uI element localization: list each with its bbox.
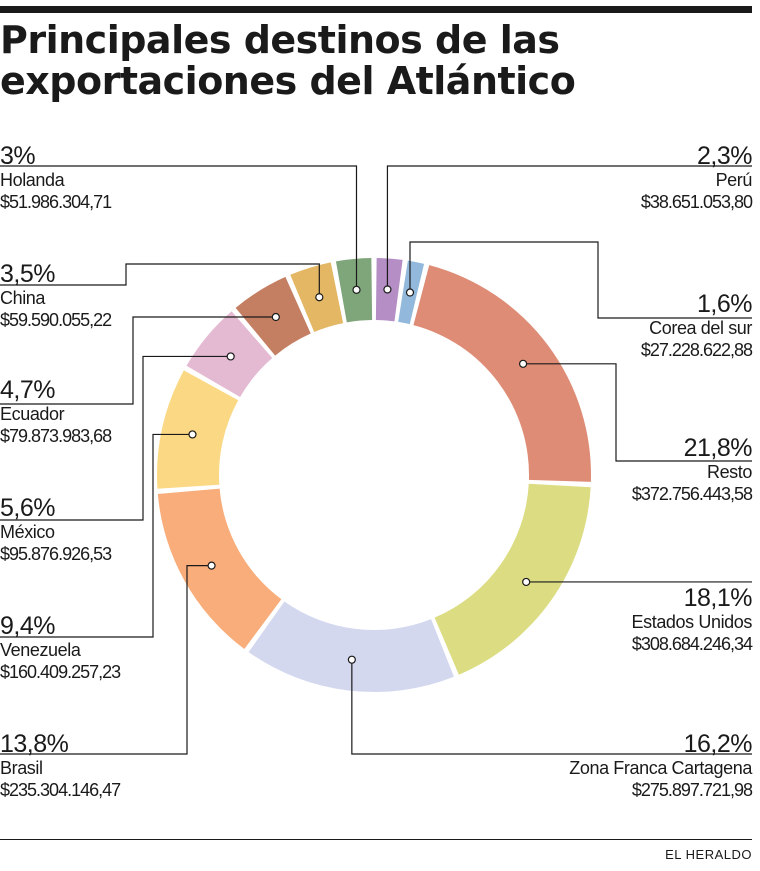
label-peru: 2,3% Perú $38.651.053,80 [492,142,753,213]
leader-line-ecuador [0,316,276,405]
country-label: Zona Franca Cartagena [569,758,752,778]
label-ecuador: 4,7% Ecuador $79.873.983,68 [0,377,260,447]
amount-label: $308.684.246,34 [631,634,753,654]
marker-zona-franca-cartagena [347,655,356,664]
leader-line-venezuela [0,433,193,638]
slice-resto [413,265,591,482]
marker-brasil [207,561,216,570]
amount-label: $27.228.622,88 [640,340,753,360]
chart-title: Principales destinos de las exportacione… [0,18,576,103]
amount-label: $160.409.257,23 [0,662,121,682]
bottom-rule [0,839,752,840]
label-estados-unidos: 18,1% Estados Unidos $308.684.246,34 [492,584,753,655]
label-china: 3,5% China $59.590.055,22 [0,261,260,331]
marker-estados-unidos [522,577,531,587]
percent-label: 2,3% [697,142,752,170]
percent-label: 3,5% [0,260,55,288]
percent-label: 5,6% [0,494,55,522]
leader-line-holanda [0,165,358,290]
marker-resto [518,359,528,368]
label-mexico: 5,6% México $95.876.926,53 [0,495,260,565]
amount-label: $51.986.304,71 [0,192,112,212]
percent-label: 4,7% [0,376,55,404]
leader-line-china [0,263,320,298]
country-label: China [0,288,46,308]
marker-peru [383,285,392,294]
top-rule [0,6,752,13]
marker-holanda [352,285,361,294]
percent-label: 1,6% [697,290,752,318]
marker-ecuador [271,312,280,322]
leader-line-brasil [0,565,212,755]
leader-line-mexico [0,355,231,521]
label-zona-franca: 16,2% Zona Franca Cartagena $275.897.721… [492,730,753,801]
percent-label: 18,1% [683,584,753,612]
amount-label: $79.873.983,68 [0,426,112,446]
amount-label: $235.304.146,47 [0,780,121,800]
country-label: México [0,522,55,542]
label-venezuela: 9,4% Venezuela $160.409.257,23 [0,613,260,683]
source-credit: EL HERALDO [665,847,752,862]
leader-line-zona-franca-cartagena [351,659,752,755]
label-holanda: 3% Holanda $51.986.304,71 [0,143,260,213]
country-label: Brasil [0,758,43,778]
country-label: Perú [715,170,753,190]
amount-label: $275.897.721,98 [631,780,753,800]
country-label: Resto [706,462,752,482]
leader-line-peru [386,165,752,290]
slice-venezuela [156,370,239,489]
marker-china [315,293,324,302]
slice-zona-franca-cartagena [248,601,454,692]
percent-label: 16,2% [683,730,753,758]
marker-mexico [226,352,235,361]
percent-label: 21,8% [683,434,753,462]
amount-label: $95.876.926,53 [0,544,112,564]
country-label: Holanda [0,170,65,190]
country-label: Venezuela [0,640,81,660]
percent-label: 13,8% [0,730,69,758]
marker-venezuela [188,430,197,439]
amount-label: $372.756.443,58 [631,484,753,504]
slice-estados-unidos [434,483,591,675]
country-label: Estados Unidos [631,612,753,632]
slice-brasil [157,488,282,649]
country-label: Corea del sur [649,318,752,338]
leader-line-resto [523,363,752,462]
country-label: Ecuador [0,404,65,424]
label-corea: 1,6% Corea del sur $27.228.622,88 [492,290,753,361]
leader-line-corea-del-sur [409,241,752,319]
marker-corea-del-sur [405,288,415,297]
percent-label: 9,4% [0,612,55,640]
label-resto: 21,8% Resto $372.756.443,58 [492,434,753,505]
amount-label: $59.590.055,22 [0,310,112,330]
label-brasil: 13,8% Brasil $235.304.146,47 [0,731,260,801]
amount-label: $38.651.053,80 [640,192,753,212]
percent-label: 3% [0,142,36,170]
